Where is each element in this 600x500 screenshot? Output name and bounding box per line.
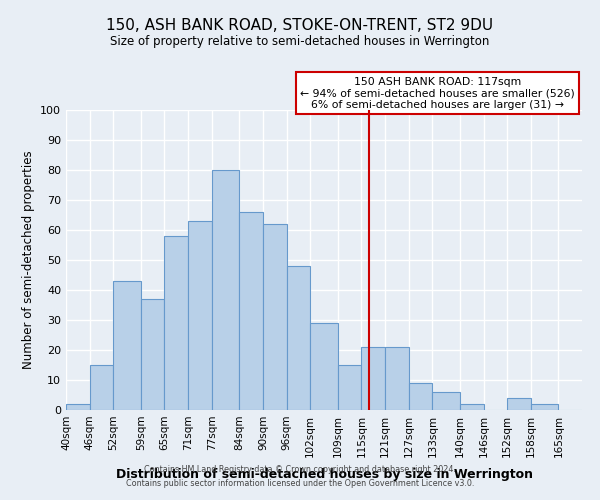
Bar — [239, 212, 263, 410]
Bar — [310, 323, 338, 410]
Bar — [361, 347, 385, 410]
Text: Size of property relative to semi-detached houses in Werrington: Size of property relative to semi-detach… — [110, 35, 490, 48]
Bar — [409, 383, 433, 410]
Bar — [263, 224, 287, 410]
Bar — [66, 404, 89, 410]
Bar — [89, 365, 113, 410]
Text: Contains HM Land Registry data © Crown copyright and database right 2024.
Contai: Contains HM Land Registry data © Crown c… — [126, 466, 474, 487]
Bar — [338, 365, 361, 410]
Text: 150 ASH BANK ROAD: 117sqm
← 94% of semi-detached houses are smaller (526)
6% of : 150 ASH BANK ROAD: 117sqm ← 94% of semi-… — [300, 77, 575, 110]
Bar — [164, 236, 188, 410]
Bar — [212, 170, 239, 410]
X-axis label: Distribution of semi-detached houses by size in Werrington: Distribution of semi-detached houses by … — [115, 468, 533, 481]
Bar — [141, 299, 164, 410]
Y-axis label: Number of semi-detached properties: Number of semi-detached properties — [22, 150, 35, 370]
Text: 150, ASH BANK ROAD, STOKE-ON-TRENT, ST2 9DU: 150, ASH BANK ROAD, STOKE-ON-TRENT, ST2 … — [106, 18, 494, 32]
Bar — [113, 281, 141, 410]
Bar — [531, 404, 559, 410]
Bar — [188, 221, 212, 410]
Bar — [433, 392, 460, 410]
Bar — [507, 398, 531, 410]
Bar — [460, 404, 484, 410]
Bar — [385, 347, 409, 410]
Bar — [287, 266, 310, 410]
